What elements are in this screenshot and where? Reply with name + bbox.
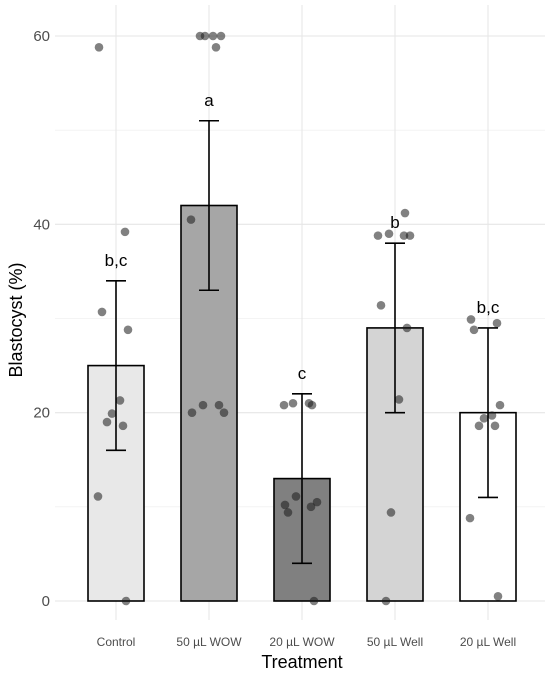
data-point — [208, 31, 218, 41]
data-point — [474, 421, 484, 431]
data-points — [93, 31, 505, 606]
x-tick-label: 50 µL WOW — [176, 635, 242, 649]
significance-labels: b,c a c b b,c — [105, 91, 500, 383]
y-axis-title: Blastocyst (%) — [6, 262, 26, 377]
data-point — [306, 502, 316, 512]
data-point — [400, 208, 410, 218]
data-point — [399, 231, 409, 240]
y-tick-label: 0 — [42, 593, 50, 610]
x-tick-label: 20 µL Well — [460, 635, 516, 649]
significance-label: b — [390, 213, 399, 232]
data-point — [186, 215, 196, 224]
data-point — [107, 409, 117, 418]
significance-label: b,c — [477, 298, 500, 317]
data-point — [307, 400, 317, 410]
data-point — [487, 411, 497, 420]
data-point — [211, 43, 221, 52]
data-point — [405, 231, 415, 240]
data-point — [495, 400, 505, 410]
x-tick-label: 50 µL Well — [367, 635, 423, 649]
significance-label: b,c — [105, 251, 128, 270]
data-point — [386, 508, 396, 517]
data-point — [219, 408, 229, 417]
x-axis-title: Treatment — [261, 652, 342, 672]
data-point — [291, 492, 301, 501]
error-bars — [106, 119, 498, 565]
y-tick-label: 40 — [33, 216, 50, 233]
significance-label: c — [298, 364, 307, 383]
data-point — [198, 400, 208, 410]
data-point — [492, 318, 502, 328]
x-tick-label: Control — [97, 635, 136, 649]
data-point — [283, 508, 293, 517]
data-point — [376, 301, 386, 310]
data-point — [490, 421, 500, 431]
data-point — [465, 513, 475, 523]
axes: Treatment Blastocyst (%) 0 20 40 60 Control 5… — [6, 28, 516, 672]
data-point — [466, 315, 476, 324]
data-point — [373, 231, 383, 240]
data-point — [469, 325, 479, 335]
data-point — [121, 596, 131, 606]
y-tick-label: 20 — [33, 405, 50, 422]
data-point — [118, 421, 128, 431]
data-point — [187, 408, 197, 417]
data-point — [402, 323, 412, 333]
data-point — [394, 395, 404, 404]
data-point — [216, 31, 226, 41]
data-point — [384, 229, 394, 239]
y-tick-label: 60 — [33, 28, 50, 45]
data-point — [94, 43, 104, 52]
data-point — [195, 31, 205, 41]
data-point — [312, 497, 322, 507]
data-point — [123, 325, 133, 335]
data-point — [93, 492, 103, 501]
data-point — [381, 596, 391, 606]
data-point — [97, 307, 107, 317]
data-point — [102, 417, 112, 427]
data-point — [309, 596, 319, 606]
data-point — [280, 500, 290, 510]
data-point — [479, 414, 489, 423]
significance-label: a — [204, 91, 214, 110]
data-point — [279, 400, 289, 410]
data-point — [120, 227, 130, 237]
data-point — [493, 591, 503, 601]
x-tick-label: 20 µL WOW — [269, 635, 335, 649]
data-point — [115, 396, 125, 405]
data-point — [214, 400, 224, 410]
data-point — [288, 398, 298, 408]
